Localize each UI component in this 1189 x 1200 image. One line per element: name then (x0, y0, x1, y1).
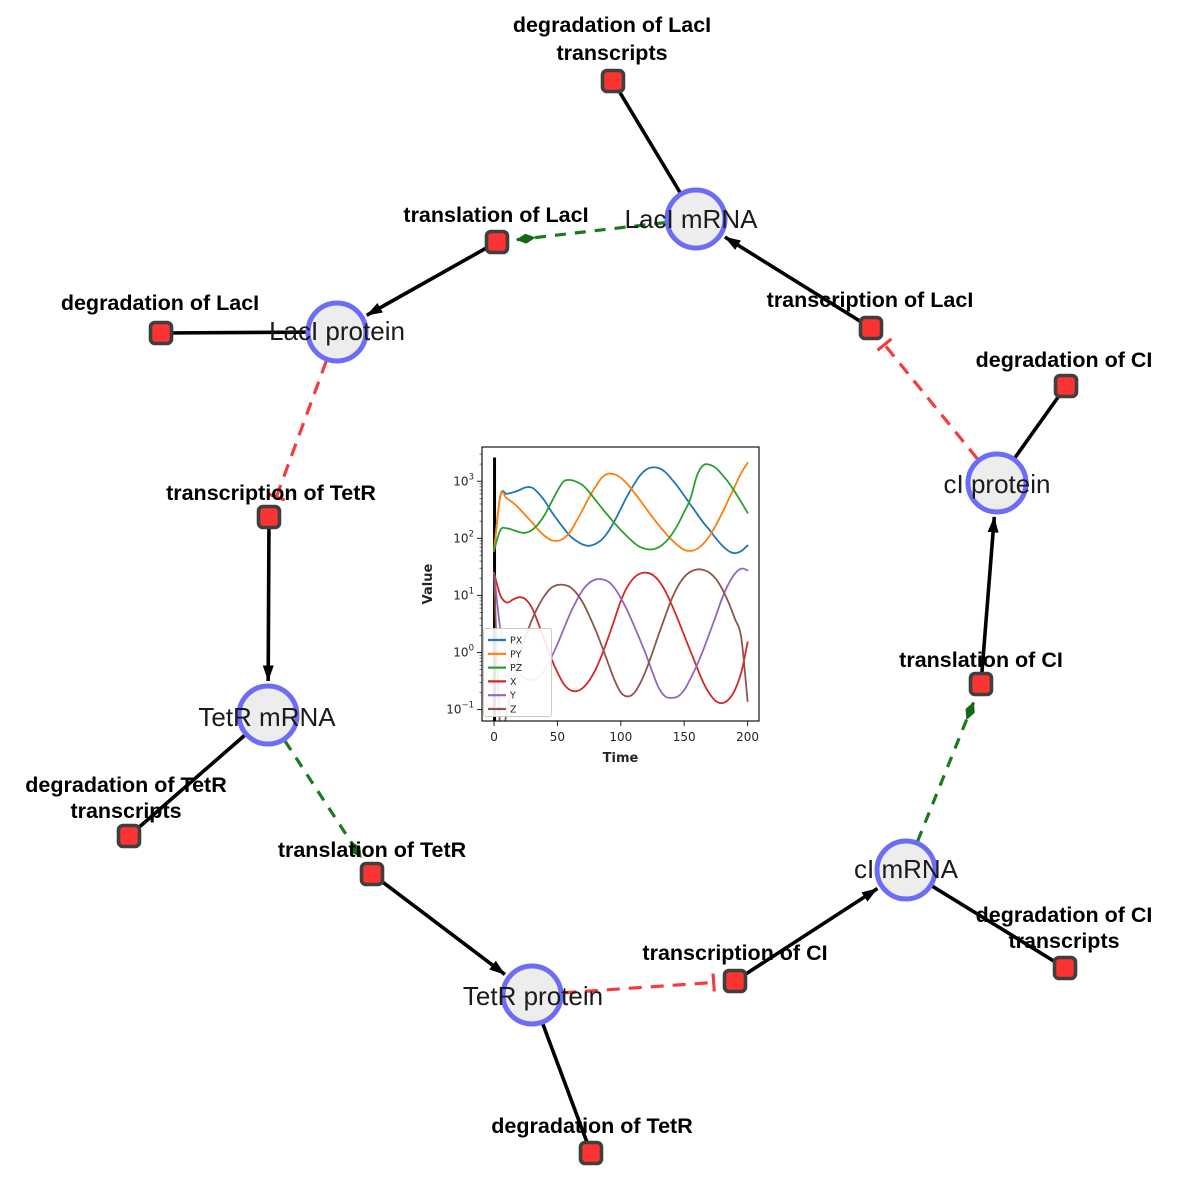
reaction-node-deg_ci (1053, 373, 1079, 399)
reaction-node-translation_tetr (359, 861, 385, 887)
reaction-label-deg_ci-line0: degradation of CI (976, 348, 1153, 372)
species-node-laci_mrna (664, 187, 728, 251)
reaction-label-transcription_tetr-line0: transcription of TetR (166, 481, 376, 505)
chart-background (418, 428, 798, 780)
reaction-node-transcription_laci (858, 315, 884, 341)
species-label-ci_mrna: cI mRNA (854, 854, 959, 884)
reaction-label-deg_ci_tx-line0: degradation of CI (976, 903, 1153, 927)
species-node-tetr_mrna (236, 683, 300, 747)
edge-production-transcription_ci-to-ci_mrna (734, 887, 879, 983)
edge-inhibition-ci_protein-to-transcription_laci (876, 337, 979, 460)
legend-label-PZ: PZ (510, 663, 523, 674)
x-tick-label-200: 200 (736, 730, 759, 744)
legend-label-Z: Z (510, 705, 517, 716)
reaction-label-deg_tetr_tx-line1: transcripts (70, 799, 181, 823)
labels-layer: degradation of LacI transcripts translatio… (25, 13, 1152, 1138)
edge-inhibition-laci_protein-to-transcription_tetr (267, 360, 328, 502)
reaction-node-transcription_ci (722, 968, 748, 994)
chart-legend: PX PY PZ XYZ (483, 628, 552, 717)
reaction-label-translation_laci-line0: translation of LacI (403, 203, 588, 227)
edge-modifier-laci_mrna-to-translation_laci (515, 220, 666, 244)
y-tick-label-10e2: 102 (453, 529, 474, 545)
edge-production-translation_tetr-to-tetr_protein (370, 872, 506, 976)
reaction-label-deg_tetr_tx-line0: degradation of TetR (25, 773, 227, 797)
species-label-ci_protein: cI protein (944, 469, 1051, 499)
reaction-node-translation_ci (968, 671, 994, 697)
x-tick-label-50: 50 (550, 730, 565, 744)
species-node-ci_protein (965, 451, 1029, 515)
species-node-ci_mrna (874, 838, 938, 902)
nodes-layer (116, 68, 1079, 1166)
legend-label-X: X (510, 677, 517, 688)
y-tick-label-10e0: 100 (453, 644, 474, 660)
series-X-line (493, 571, 749, 705)
edge-modifier-tetr_mrna-to-translation_tetr (283, 740, 363, 859)
reaction-node-deg_ci_tx (1052, 955, 1078, 981)
reaction-label-translation_tetr-line0: translation of TetR (278, 838, 467, 862)
reaction-label-transcription_ci-line0: transcription of CI (642, 941, 827, 965)
reaction-node-deg_tetr (578, 1140, 604, 1166)
species-node-tetr_protein (500, 963, 564, 1027)
y-tick-label-10e3: 103 (453, 472, 474, 488)
chart-axes: 10−1 100 101 102 103 0 50 100 150 200 Time Value (421, 453, 759, 766)
reaction-label-translation_ci-line0: translation of CI (899, 648, 1063, 672)
series-PX-line (493, 466, 749, 555)
edge-production-translation_ci-to-ci_protein (979, 516, 999, 685)
edge-production-transcription_tetr-to-tetr_mrna (262, 516, 274, 682)
x-tick-label-100: 100 (609, 730, 632, 744)
reaction-label-transcription_laci-line0: transcription of LacI (767, 288, 974, 312)
series-PY-line (493, 462, 749, 552)
species-label-tetr_mrna: TetR mRNA (198, 702, 336, 732)
x-tick-label-150: 150 (673, 730, 696, 744)
reaction-node-deg_laci (148, 320, 174, 346)
reaction-node-translation_laci (484, 229, 510, 255)
reaction-node-deg_laci_tx (600, 68, 626, 94)
species-label-tetr_protein: TetR protein (463, 981, 603, 1011)
reaction-node-transcription_tetr (256, 504, 282, 530)
y-tick-label-10e-1: 10−1 (446, 701, 474, 717)
species-node-laci_protein (305, 300, 369, 364)
edge-production-translation_laci-to-laci_protein (365, 240, 498, 317)
y-axis-label: Value (421, 563, 436, 604)
series-PZ-line (493, 463, 749, 552)
series-Z-line (493, 568, 749, 721)
x-tick-label-0: 0 (490, 730, 498, 744)
legend-label-Y: Y (509, 691, 516, 702)
edge-modifier-ci_mrna-to-translation_ci (916, 701, 976, 842)
species-label-laci_protein: LacI protein (269, 316, 405, 346)
reaction-node-deg_tetr_tx (116, 823, 142, 849)
species-label-laci_mrna: LacI mRNA (625, 204, 759, 234)
reaction-label-deg_laci-line0: degradation of LacI (61, 291, 259, 315)
chart-frame (481, 446, 760, 722)
legend-label-PY: PY (510, 649, 522, 660)
x-axis-label: Time (603, 751, 639, 766)
reaction-label-deg_tetr-line0: degradation of TetR (491, 1114, 693, 1138)
reaction-label-deg_ci_tx-line1: transcripts (1008, 929, 1119, 953)
edge-production-transcription_laci-to-laci_mrna (723, 235, 872, 330)
reaction-label-deg_laci_tx-line1: transcripts (556, 41, 667, 65)
edge-inhibition-tetr_protein-to-transcription_ci (562, 973, 716, 995)
y-tick-label-10e1: 101 (453, 586, 474, 602)
reaction-label-deg_laci_tx-line0: degradation of LacI (513, 13, 711, 37)
legend-label-PX: PX (510, 636, 523, 647)
